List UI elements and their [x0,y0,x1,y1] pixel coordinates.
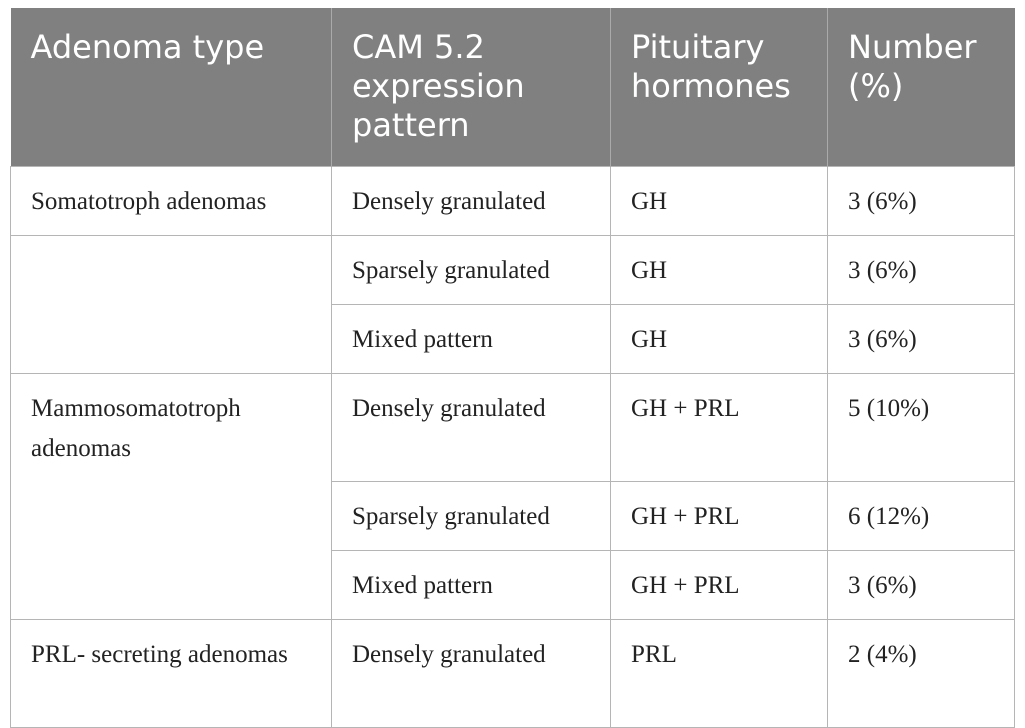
cell-pattern: Densely granulated [331,165,611,236]
cell-adenoma-type: Mammosomatotroph adenomas [10,372,332,482]
table-row: Sparsely granulated GH + PRL 6 (12%) [10,481,1015,551]
cell-number: 3 (6%) [827,303,1015,374]
table-body: Somatotroph adenomas Densely granulated … [10,165,1015,728]
header-adenoma-type: Adenoma type [10,8,332,166]
cell-pattern: Mixed pattern [331,303,611,374]
table-row: Mammosomatotroph adenomas Densely granul… [10,372,1015,482]
header-number: Number (%) [827,8,1015,166]
cell-pattern: Densely granulated [331,372,611,482]
cell-hormones: GH + PRL [610,481,828,551]
cell-hormones: GH [610,303,828,374]
cell-adenoma-type [10,234,332,304]
table-header: Adenoma type CAM 5.2 expression pattern … [10,8,1015,166]
adenoma-table-container: Adenoma type CAM 5.2 expression pattern … [10,8,1015,728]
cell-number: 2 (4%) [827,619,1015,728]
table-row: Sparsely granulated GH 3 (6%) [10,234,1015,305]
cell-pattern: Sparsely granulated [331,234,611,305]
table-row: PRL- secreting adenomas Densely granulat… [10,619,1015,728]
cell-hormones: GH + PRL [610,550,828,620]
cell-pattern: Mixed pattern [331,550,611,620]
cell-adenoma-type: Somatotroph adenomas [10,165,332,236]
cell-number: 6 (12%) [827,481,1015,551]
cell-adenoma-type [10,550,332,620]
cell-hormones: GH + PRL [610,372,828,482]
header-pituitary-hormones: Pituitary hormones [610,8,828,166]
cell-pattern: Sparsely granulated [331,481,611,551]
header-cam-pattern: CAM 5.2 expression pattern [331,8,611,166]
header-row: Adenoma type CAM 5.2 expression pattern … [10,8,1015,166]
cell-number: 3 (6%) [827,550,1015,620]
cell-hormones: GH [610,234,828,305]
cell-hormones: GH [610,165,828,236]
cell-adenoma-type: PRL- secreting adenomas [10,619,332,728]
table-row: Mixed pattern GH 3 (6%) [10,303,1015,374]
cell-adenoma-type [10,304,332,374]
cell-adenoma-type [10,481,332,551]
cell-pattern: Densely granulated [331,619,611,728]
cell-hormones: PRL [610,619,828,728]
cell-number: 5 (10%) [827,372,1015,482]
adenoma-table: Adenoma type CAM 5.2 expression pattern … [10,8,1015,728]
cell-number: 3 (6%) [827,234,1015,305]
cell-number: 3 (6%) [827,165,1015,236]
table-row: Mixed pattern GH + PRL 3 (6%) [10,550,1015,620]
table-row: Somatotroph adenomas Densely granulated … [10,165,1015,236]
